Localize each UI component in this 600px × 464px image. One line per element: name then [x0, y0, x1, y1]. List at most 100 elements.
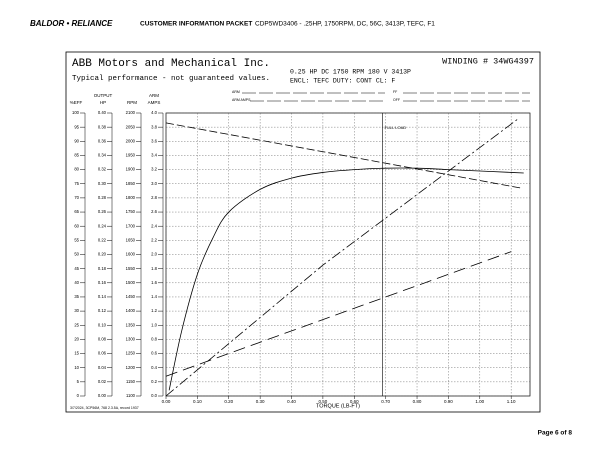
y-tick-label: 1.0 [151, 322, 157, 327]
y-tick-label: 0.34 [98, 153, 107, 158]
x-tick-label: 1.00 [475, 399, 484, 404]
axis-title: HP [100, 100, 106, 105]
y-tick-label: 0.40 [98, 110, 107, 115]
page-number: Page 6 of 8 [538, 430, 573, 437]
x-tick-label: 0.80 [413, 399, 422, 404]
x-axis-label: TORQUE (LB-FT) [316, 403, 360, 409]
y-tick-label: 95 [74, 124, 79, 129]
y-tick-label: 1650 [126, 237, 136, 242]
y-tick-label: 0.10 [98, 322, 107, 327]
curve [165, 251, 512, 377]
y-tick-label: 0.24 [98, 223, 107, 228]
y-tick-label: 2.0 [151, 252, 157, 257]
y-tick-label: 60 [74, 223, 79, 228]
y-tick-label: 0.30 [98, 181, 107, 186]
y-tick-label: 90 [74, 138, 79, 143]
annotation: FULL LOAD [385, 125, 407, 130]
y-tick-label: 30 [74, 308, 79, 313]
y-tick-label: 70 [74, 195, 79, 200]
y-tick-label: 1100 [126, 393, 136, 398]
y-tick-label: 55 [74, 237, 79, 242]
y-tick-label: 100 [72, 110, 80, 115]
y-tick-label: 2.8 [151, 195, 157, 200]
y-tick-label: 1.2 [151, 308, 157, 313]
y-tick-label: 5 [77, 379, 80, 384]
y-tick-label: 2050 [126, 124, 136, 129]
y-tick-label: 50 [74, 252, 79, 257]
y-tick-label: 1250 [126, 351, 136, 356]
field-label: ARM AMPS [232, 98, 251, 102]
y-tick-label: 0.32 [98, 167, 107, 172]
y-tick-label: 1850 [126, 181, 136, 186]
y-tick-label: 0.4 [151, 365, 157, 370]
y-tick-label: 0.00 [98, 393, 107, 398]
y-tick-label: 2000 [126, 138, 136, 143]
y-tick-label: 0.02 [98, 379, 107, 384]
y-tick-label: 1750 [126, 209, 136, 214]
y-tick-label: 4.0 [151, 110, 157, 115]
y-tick-label: 2.2 [151, 237, 157, 242]
y-tick-label: 1400 [126, 308, 136, 313]
y-tick-label: 1.6 [151, 280, 157, 285]
x-tick-label: 0.30 [256, 399, 265, 404]
y-tick-label: 0.38 [98, 124, 107, 129]
y-tick-label: 1500 [126, 280, 136, 285]
y-tick-label: 0.28 [98, 195, 107, 200]
y-tick-label: 0.22 [98, 237, 107, 242]
axis-title: AMPS [148, 100, 161, 105]
disclaimer: Typical performance - not guaranteed val… [72, 75, 270, 83]
y-tick-label: 85 [74, 153, 79, 158]
y-tick-label: 3.6 [151, 138, 157, 143]
x-tick-label: 0.20 [224, 399, 233, 404]
field-lines [242, 92, 530, 102]
curve [165, 119, 518, 397]
y-tick-label: 1.8 [151, 266, 157, 271]
y-tick-label: 1550 [126, 266, 136, 271]
y-tick-label: 0.0 [151, 393, 157, 398]
y-tick-label: 40 [74, 280, 79, 285]
axis-title: RPM [127, 100, 137, 105]
y-tick-label: 20 [74, 337, 79, 342]
y-tick-label: 1200 [126, 365, 136, 370]
y-tick-label: 75 [74, 181, 79, 186]
y-tick-label: 0.12 [98, 308, 107, 313]
y-tick-label: 0.18 [98, 266, 107, 271]
y-tick-label: 0.36 [98, 138, 107, 143]
y-tick-label: 3.2 [151, 167, 157, 172]
field-label: ARM [232, 90, 240, 94]
enclosure: ENCL: TEFC DUTY: CONT CL: F [290, 78, 395, 85]
x-tick-label: 0.60 [350, 399, 359, 404]
y-tick-label: 1600 [126, 252, 136, 257]
x-tick-label: 0.00 [162, 399, 171, 404]
y-tick-label: 45 [74, 266, 79, 271]
x-tick-label: 0.50 [319, 399, 328, 404]
logo: BALDOR • RELIANCE [30, 19, 113, 28]
y-tick-label: 1900 [126, 167, 136, 172]
x-tick-label: 0.90 [444, 399, 453, 404]
x-tick-label: 0.40 [287, 399, 296, 404]
y-tick-label: 25 [74, 322, 79, 327]
document-frame [65, 51, 541, 413]
y-tick-label: 0.14 [98, 294, 107, 299]
product-title: CDP5WD3406 - .25HP, 1750RPM, DC, 56C, 34… [255, 21, 435, 28]
y-tick-label: 3.4 [151, 153, 157, 158]
y-tick-label: 0.6 [151, 351, 157, 356]
curve [165, 122, 521, 189]
y-tick-label: 1.4 [151, 294, 157, 299]
y-tick-label: 0.08 [98, 337, 107, 342]
field-label: OFF [393, 98, 400, 102]
y-tick-label: 0.2 [151, 379, 157, 384]
y-tick-label: 1800 [126, 195, 136, 200]
y-tick-label: 3.8 [151, 124, 157, 129]
y-tick-label: 0.8 [151, 337, 157, 342]
y-tick-label: 0.26 [98, 209, 107, 214]
y-tick-label: 10 [74, 365, 79, 370]
y-tick-label: 65 [74, 209, 79, 214]
y-tick-label: 0.06 [98, 351, 107, 356]
y-tick-label: 2.4 [151, 223, 157, 228]
x-tick-label: 0.10 [193, 399, 202, 404]
axis-title: OUTPUT [94, 93, 113, 98]
y-tick-label: 1950 [126, 153, 136, 158]
company: ABB Motors and Mechanical Inc. [72, 58, 270, 70]
